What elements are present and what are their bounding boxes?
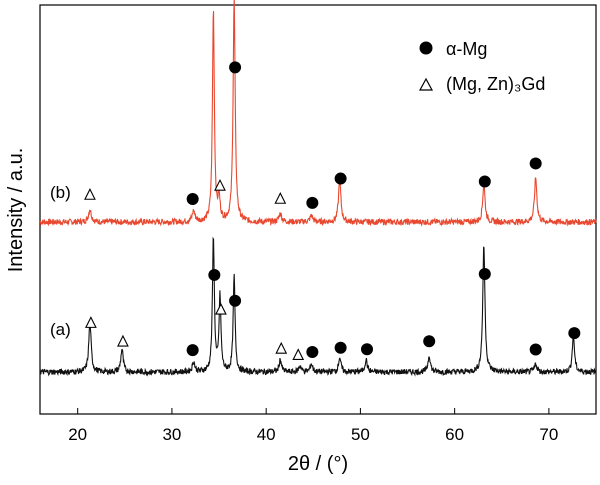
peak-marker-a-12 [186,344,199,357]
series-label-a: (a) [50,320,71,339]
peak-marker-b-7 [334,172,347,185]
x-tick-label-20: 20 [68,425,87,444]
x-tick-label-50: 50 [351,425,370,444]
peak-marker-b-3 [214,178,226,191]
legend-alpha-mg-label: α-Mg [446,39,487,59]
peak-marker-a-20 [361,343,374,356]
plot-frame [39,4,597,415]
x-tick-label-30: 30 [162,425,181,444]
peak-marker-a-16 [275,341,288,354]
y-axis-title: Intensity / a.u. [5,148,27,273]
legend-mgzn3gd-label: (Mg, Zn)₃Gd [446,74,545,94]
spectra-layer [39,0,597,377]
peak-marker-a-23 [529,343,542,356]
peak-marker-b-4 [229,61,242,74]
peak-marker-a-18 [306,346,319,359]
peak-marker-b-0 [84,188,96,200]
peak-marker-a-14 [215,302,227,315]
x-tick-label-60: 60 [445,425,464,444]
peak-marker-a-15 [229,294,242,307]
peak-marker-b-9 [529,157,542,170]
peak-marker-a-24 [568,327,581,340]
x-axis-title: 2θ / (°) [288,453,348,475]
x-tick-label-40: 40 [257,425,276,444]
peak-marker-a-10 [84,316,97,328]
peak-marker-a-11 [117,334,129,347]
peak-marker-b-5 [274,192,287,204]
x-tick-label-70: 70 [539,425,558,444]
x-axis-ticks: 20 30 40 50 60 70 [68,408,558,444]
legend-alpha-mg-marker [419,41,433,55]
peak-marker-a-13 [208,268,221,281]
peak-marker-b-8 [478,175,491,188]
series-line-a [39,236,597,377]
peak-marker-b-6 [306,196,319,209]
peak-marker-b-1 [186,193,199,206]
peak-marker-a-21 [423,335,436,348]
series-label-b: (b) [50,183,71,202]
peak-marker-a-19 [334,341,347,354]
series-line-b [39,0,597,227]
legend: α-Mg (Mg, Zn)₃Gd [418,39,545,94]
peak-marker-a-17 [292,348,305,361]
peak-markers-layer [84,0,581,361]
peak-marker-a-22 [478,267,491,280]
legend-mgzn3gd-marker [418,77,434,91]
